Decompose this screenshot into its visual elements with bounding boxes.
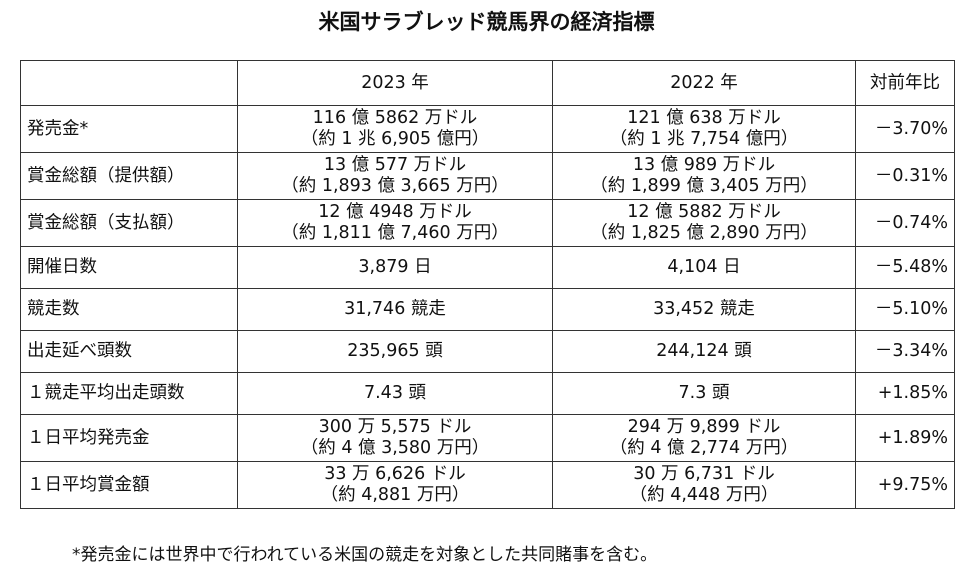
value-usd: 33,452 競走 bbox=[653, 299, 755, 319]
header-cell-blank bbox=[20, 60, 238, 106]
yoy-change: －3.70% bbox=[855, 105, 955, 153]
value-usd: 121 億 638 万ドル bbox=[627, 108, 781, 128]
value-usd: 116 億 5862 万ドル bbox=[312, 108, 478, 128]
value-jpy: （約 4 億 3,580 万円） bbox=[300, 438, 490, 458]
value-cell-2022: 7.3 頭 bbox=[552, 372, 856, 415]
row-label: １日平均賞金額 bbox=[20, 461, 238, 509]
value-cell-2023: 31,746 競走 bbox=[237, 288, 553, 331]
value-usd: 300 万 5,575 ドル bbox=[318, 417, 472, 437]
value-jpy: （約 1 兆 6,905 億円） bbox=[300, 129, 490, 149]
value-usd: 13 億 577 万ドル bbox=[323, 155, 467, 175]
value-cell-2023: 300 万 5,575 ドル （約 4 億 3,580 万円） bbox=[237, 414, 553, 462]
table-row: 賞金総額（提供額） 13 億 577 万ドル （約 1,893 億 3,665 万円… bbox=[20, 152, 955, 200]
footnote: *発売金には世界中で行われている米国の競走を対象とした共同賭事を含む。 bbox=[72, 545, 658, 565]
row-label: 賞金総額（提供額） bbox=[20, 152, 238, 200]
header-cell-2022: 2022 年 bbox=[552, 60, 856, 106]
table-row: 競走数 31,746 競走 33,452 競走 －5.10% bbox=[20, 288, 955, 331]
table-header-row: 2023 年 2022 年 対前年比 bbox=[20, 60, 955, 106]
row-label: 開催日数 bbox=[20, 246, 238, 289]
value-jpy: （約 4 億 2,774 万円） bbox=[609, 438, 799, 458]
value-usd: 33 万 6,626 ドル bbox=[324, 464, 466, 484]
value-jpy: （約 1,825 億 2,890 万円） bbox=[590, 223, 818, 243]
table-row: １日平均賞金額 33 万 6,626 ドル （約 4,881 万円） 30 万 6,7… bbox=[20, 461, 955, 509]
yoy-change: +1.85% bbox=[855, 372, 955, 415]
value-cell-2023: 3,879 日 bbox=[237, 246, 553, 289]
value-jpy: （約 4,448 万円） bbox=[629, 485, 779, 505]
value-jpy: （約 1 兆 7,754 億円） bbox=[609, 129, 799, 149]
row-label: 競走数 bbox=[20, 288, 238, 331]
value-cell-2023: 33 万 6,626 ドル （約 4,881 万円） bbox=[237, 461, 553, 509]
value-cell-2023: 7.43 頭 bbox=[237, 372, 553, 415]
value-cell-2022: 13 億 989 万ドル （約 1,899 億 3,405 万円） bbox=[552, 152, 856, 200]
value-jpy: （約 1,899 億 3,405 万円） bbox=[590, 176, 818, 196]
header-cell-2023: 2023 年 bbox=[237, 60, 553, 106]
value-jpy: （約 1,811 億 7,460 万円） bbox=[281, 223, 509, 243]
value-cell-2023: 116 億 5862 万ドル （約 1 兆 6,905 億円） bbox=[237, 105, 553, 153]
economic-indicators-table: 2023 年 2022 年 対前年比 発売金* 116 億 5862 万ドル （約 … bbox=[20, 60, 955, 509]
value-cell-2022: 4,104 日 bbox=[552, 246, 856, 289]
row-label: 発売金* bbox=[20, 105, 238, 153]
yoy-change: －0.74% bbox=[855, 199, 955, 247]
page-title: 米国サラブレッド競馬界の経済指標 bbox=[318, 10, 655, 34]
value-usd: 4,104 日 bbox=[667, 257, 741, 277]
value-cell-2022: 33,452 競走 bbox=[552, 288, 856, 331]
yoy-change: －3.34% bbox=[855, 330, 955, 373]
row-label: １競走平均出走頭数 bbox=[20, 372, 238, 415]
value-usd: 31,746 競走 bbox=[344, 299, 446, 319]
value-usd: 12 億 5882 万ドル bbox=[627, 202, 781, 222]
value-cell-2023: 13 億 577 万ドル （約 1,893 億 3,665 万円） bbox=[237, 152, 553, 200]
value-usd: 7.43 頭 bbox=[363, 383, 427, 403]
yoy-change: +9.75% bbox=[855, 461, 955, 509]
yoy-change: －5.48% bbox=[855, 246, 955, 289]
table-row: 出走延べ頭数 235,965 頭 244,124 頭 －3.34% bbox=[20, 330, 955, 373]
value-jpy: （約 4,881 万円） bbox=[320, 485, 470, 505]
value-jpy: （約 1,893 億 3,665 万円） bbox=[281, 176, 509, 196]
yoy-change: +1.89% bbox=[855, 414, 955, 462]
value-usd: 244,124 頭 bbox=[656, 341, 752, 361]
value-cell-2023: 12 億 4948 万ドル （約 1,811 億 7,460 万円） bbox=[237, 199, 553, 247]
value-cell-2022: 121 億 638 万ドル （約 1 兆 7,754 億円） bbox=[552, 105, 856, 153]
value-usd: 12 億 4948 万ドル bbox=[318, 202, 472, 222]
value-cell-2023: 235,965 頭 bbox=[237, 330, 553, 373]
value-cell-2022: 30 万 6,731 ドル （約 4,448 万円） bbox=[552, 461, 856, 509]
table-row: 開催日数 3,879 日 4,104 日 －5.48% bbox=[20, 246, 955, 289]
yoy-change: －0.31% bbox=[855, 152, 955, 200]
value-usd: 294 万 9,899 ドル bbox=[627, 417, 781, 437]
table-row: 発売金* 116 億 5862 万ドル （約 1 兆 6,905 億円） 121 億 … bbox=[20, 105, 955, 153]
value-usd: 7.3 頭 bbox=[678, 383, 730, 403]
row-label: １日平均発売金 bbox=[20, 414, 238, 462]
row-label: 出走延べ頭数 bbox=[20, 330, 238, 373]
table-row: １競走平均出走頭数 7.43 頭 7.3 頭 +1.85% bbox=[20, 372, 955, 415]
table-row: 賞金総額（支払額） 12 億 4948 万ドル （約 1,811 億 7,460 万… bbox=[20, 199, 955, 247]
value-cell-2022: 294 万 9,899 ドル （約 4 億 2,774 万円） bbox=[552, 414, 856, 462]
value-usd: 3,879 日 bbox=[358, 257, 432, 277]
table-row: １日平均発売金 300 万 5,575 ドル （約 4 億 3,580 万円） 294… bbox=[20, 414, 955, 462]
row-label: 賞金総額（支払額） bbox=[20, 199, 238, 247]
header-cell-yoy: 対前年比 bbox=[855, 60, 955, 106]
yoy-change: －5.10% bbox=[855, 288, 955, 331]
value-cell-2022: 244,124 頭 bbox=[552, 330, 856, 373]
value-usd: 235,965 頭 bbox=[347, 341, 443, 361]
value-usd: 13 億 989 万ドル bbox=[632, 155, 776, 175]
value-cell-2022: 12 億 5882 万ドル （約 1,825 億 2,890 万円） bbox=[552, 199, 856, 247]
value-usd: 30 万 6,731 ドル bbox=[633, 464, 775, 484]
